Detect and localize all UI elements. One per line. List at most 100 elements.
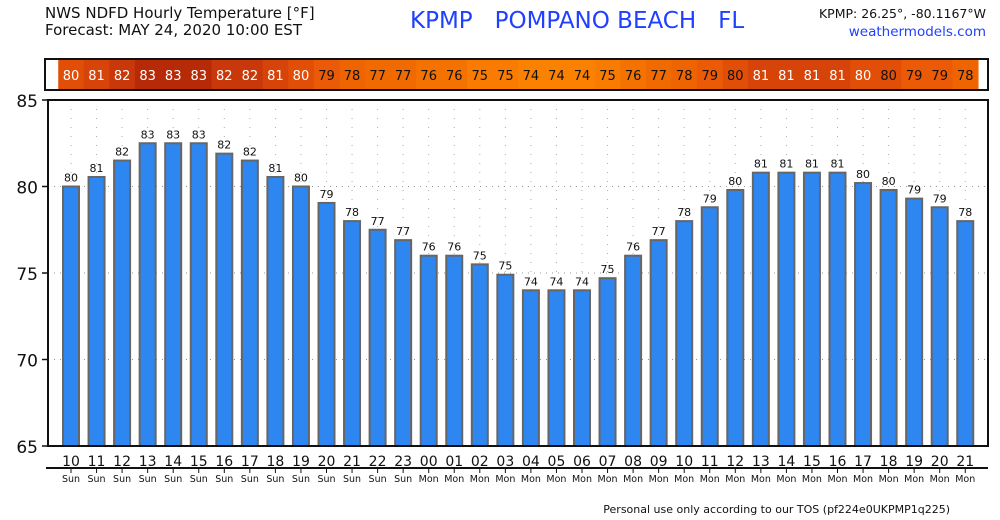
strip-cell-label: 82 bbox=[216, 69, 233, 84]
x-day-label: Mon bbox=[930, 474, 950, 485]
strip-cell bbox=[134, 60, 161, 89]
y-tick-label: 75 bbox=[16, 265, 38, 285]
bar-value-label: 82 bbox=[115, 146, 129, 159]
strip-cell bbox=[492, 60, 519, 89]
x-day-label: Mon bbox=[725, 474, 745, 485]
x-hour-label: 10 bbox=[62, 454, 80, 470]
strip-cell-label: 81 bbox=[88, 69, 105, 84]
strip-cell-label: 79 bbox=[931, 69, 948, 84]
bar-value-label: 81 bbox=[90, 162, 104, 175]
station-name: KPMP POMPANO BEACH FL bbox=[410, 8, 745, 34]
x-hour-label: 07 bbox=[599, 454, 617, 470]
temperature-bar bbox=[87, 175, 106, 448]
strip-cell-label: 74 bbox=[523, 69, 540, 84]
x-day-label: Mon bbox=[470, 474, 490, 485]
bar-value-label: 81 bbox=[805, 158, 819, 171]
x-hour-label: 14 bbox=[777, 454, 795, 470]
x-day-label: Mon bbox=[802, 474, 822, 485]
x-hour-label: 08 bbox=[624, 454, 642, 470]
bar-value-label: 80 bbox=[882, 175, 896, 188]
temperature-bar bbox=[905, 197, 924, 447]
x-day-label: Mon bbox=[623, 474, 643, 485]
strip-cell bbox=[313, 60, 340, 89]
strip-cell-label: 78 bbox=[344, 69, 361, 84]
x-hour-label: 19 bbox=[292, 454, 310, 470]
bar-value-label: 76 bbox=[422, 241, 436, 254]
strip-cell bbox=[109, 60, 136, 89]
temperature-bar bbox=[751, 171, 770, 447]
x-day-label: Mon bbox=[546, 474, 566, 485]
strip-cell-label: 74 bbox=[548, 69, 565, 84]
y-tick-label: 65 bbox=[16, 438, 38, 458]
x-day-label: Mon bbox=[674, 474, 694, 485]
x-day-label: Sun bbox=[215, 474, 233, 485]
temperature-bar bbox=[496, 273, 515, 448]
temperature-bar bbox=[113, 159, 132, 448]
strip-cell-label: 81 bbox=[829, 69, 846, 84]
strip-cell-label: 77 bbox=[395, 69, 412, 84]
bar-value-label: 80 bbox=[728, 175, 742, 188]
x-day-label: Mon bbox=[827, 474, 847, 485]
strip-cell bbox=[569, 60, 596, 89]
temperature-bar bbox=[777, 171, 796, 447]
plot-frame bbox=[47, 99, 989, 447]
bar-value-label: 78 bbox=[677, 206, 691, 219]
strip-cell-label: 76 bbox=[625, 69, 642, 84]
strip-cell-label: 80 bbox=[855, 69, 872, 84]
x-hour-label: 16 bbox=[215, 454, 233, 470]
x-day-label: Mon bbox=[598, 474, 618, 485]
bar-value-label: 74 bbox=[549, 275, 563, 288]
temperature-bar bbox=[343, 220, 362, 447]
x-day-label: Mon bbox=[879, 474, 899, 485]
strip-cell-label: 75 bbox=[497, 69, 514, 84]
bar-value-label: 80 bbox=[64, 172, 78, 185]
temperature-bar bbox=[164, 142, 183, 447]
x-day-label: Sun bbox=[164, 474, 182, 485]
strip-cell-label: 81 bbox=[267, 69, 284, 84]
strip-cell-label: 78 bbox=[676, 69, 693, 84]
strip-cell-label: 83 bbox=[165, 69, 182, 84]
bar-value-label: 79 bbox=[703, 192, 717, 205]
bar-value-label: 83 bbox=[141, 128, 155, 141]
x-hour-label: 17 bbox=[241, 454, 259, 470]
temperature-bar bbox=[649, 239, 668, 447]
x-hour-label: 12 bbox=[726, 454, 744, 470]
bar-value-label: 77 bbox=[371, 215, 385, 228]
bar-value-label: 74 bbox=[575, 275, 589, 288]
x-day-label: Sun bbox=[62, 474, 80, 485]
strip-cell-label: 83 bbox=[139, 69, 156, 84]
x-hour-label: 12 bbox=[113, 454, 131, 470]
strip-cell-label: 80 bbox=[63, 69, 80, 84]
bar-value-label: 81 bbox=[779, 158, 793, 171]
temperature-bar bbox=[802, 171, 821, 447]
x-day-label: Sun bbox=[369, 474, 387, 485]
strip-cell-label: 80 bbox=[880, 69, 897, 84]
strip-cell-label: 82 bbox=[242, 69, 259, 84]
strip-cell-label: 80 bbox=[293, 69, 310, 84]
bar-value-label: 75 bbox=[473, 249, 487, 262]
strip-cell bbox=[83, 60, 110, 89]
strip-cell-label: 74 bbox=[574, 69, 591, 84]
x-day-label: Mon bbox=[776, 474, 796, 485]
temperature-bar bbox=[291, 185, 310, 447]
x-hour-label: 20 bbox=[318, 454, 336, 470]
temperature-bar bbox=[879, 188, 898, 448]
strip-cell bbox=[926, 60, 953, 89]
temperature-bar bbox=[215, 152, 234, 447]
chart-title: NWS NDFD Hourly Temperature [°F] bbox=[45, 4, 315, 22]
x-hour-label: 22 bbox=[369, 454, 387, 470]
x-hour-label: 09 bbox=[650, 454, 668, 470]
x-day-label: Sun bbox=[292, 474, 310, 485]
strip-cell-label: 82 bbox=[114, 69, 131, 84]
strip-cell-label: 79 bbox=[906, 69, 923, 84]
x-day-label: Mon bbox=[444, 474, 464, 485]
temperature-bar bbox=[573, 289, 591, 447]
temperature-bar bbox=[189, 142, 208, 447]
x-hour-label: 06 bbox=[573, 454, 591, 470]
site-link[interactable]: weathermodels.com bbox=[848, 24, 986, 40]
temperature-bar bbox=[624, 254, 643, 447]
strip-cell bbox=[211, 60, 238, 89]
x-hour-label: 21 bbox=[956, 454, 974, 470]
temperature-bar bbox=[521, 289, 540, 447]
strip-cell bbox=[952, 60, 979, 89]
